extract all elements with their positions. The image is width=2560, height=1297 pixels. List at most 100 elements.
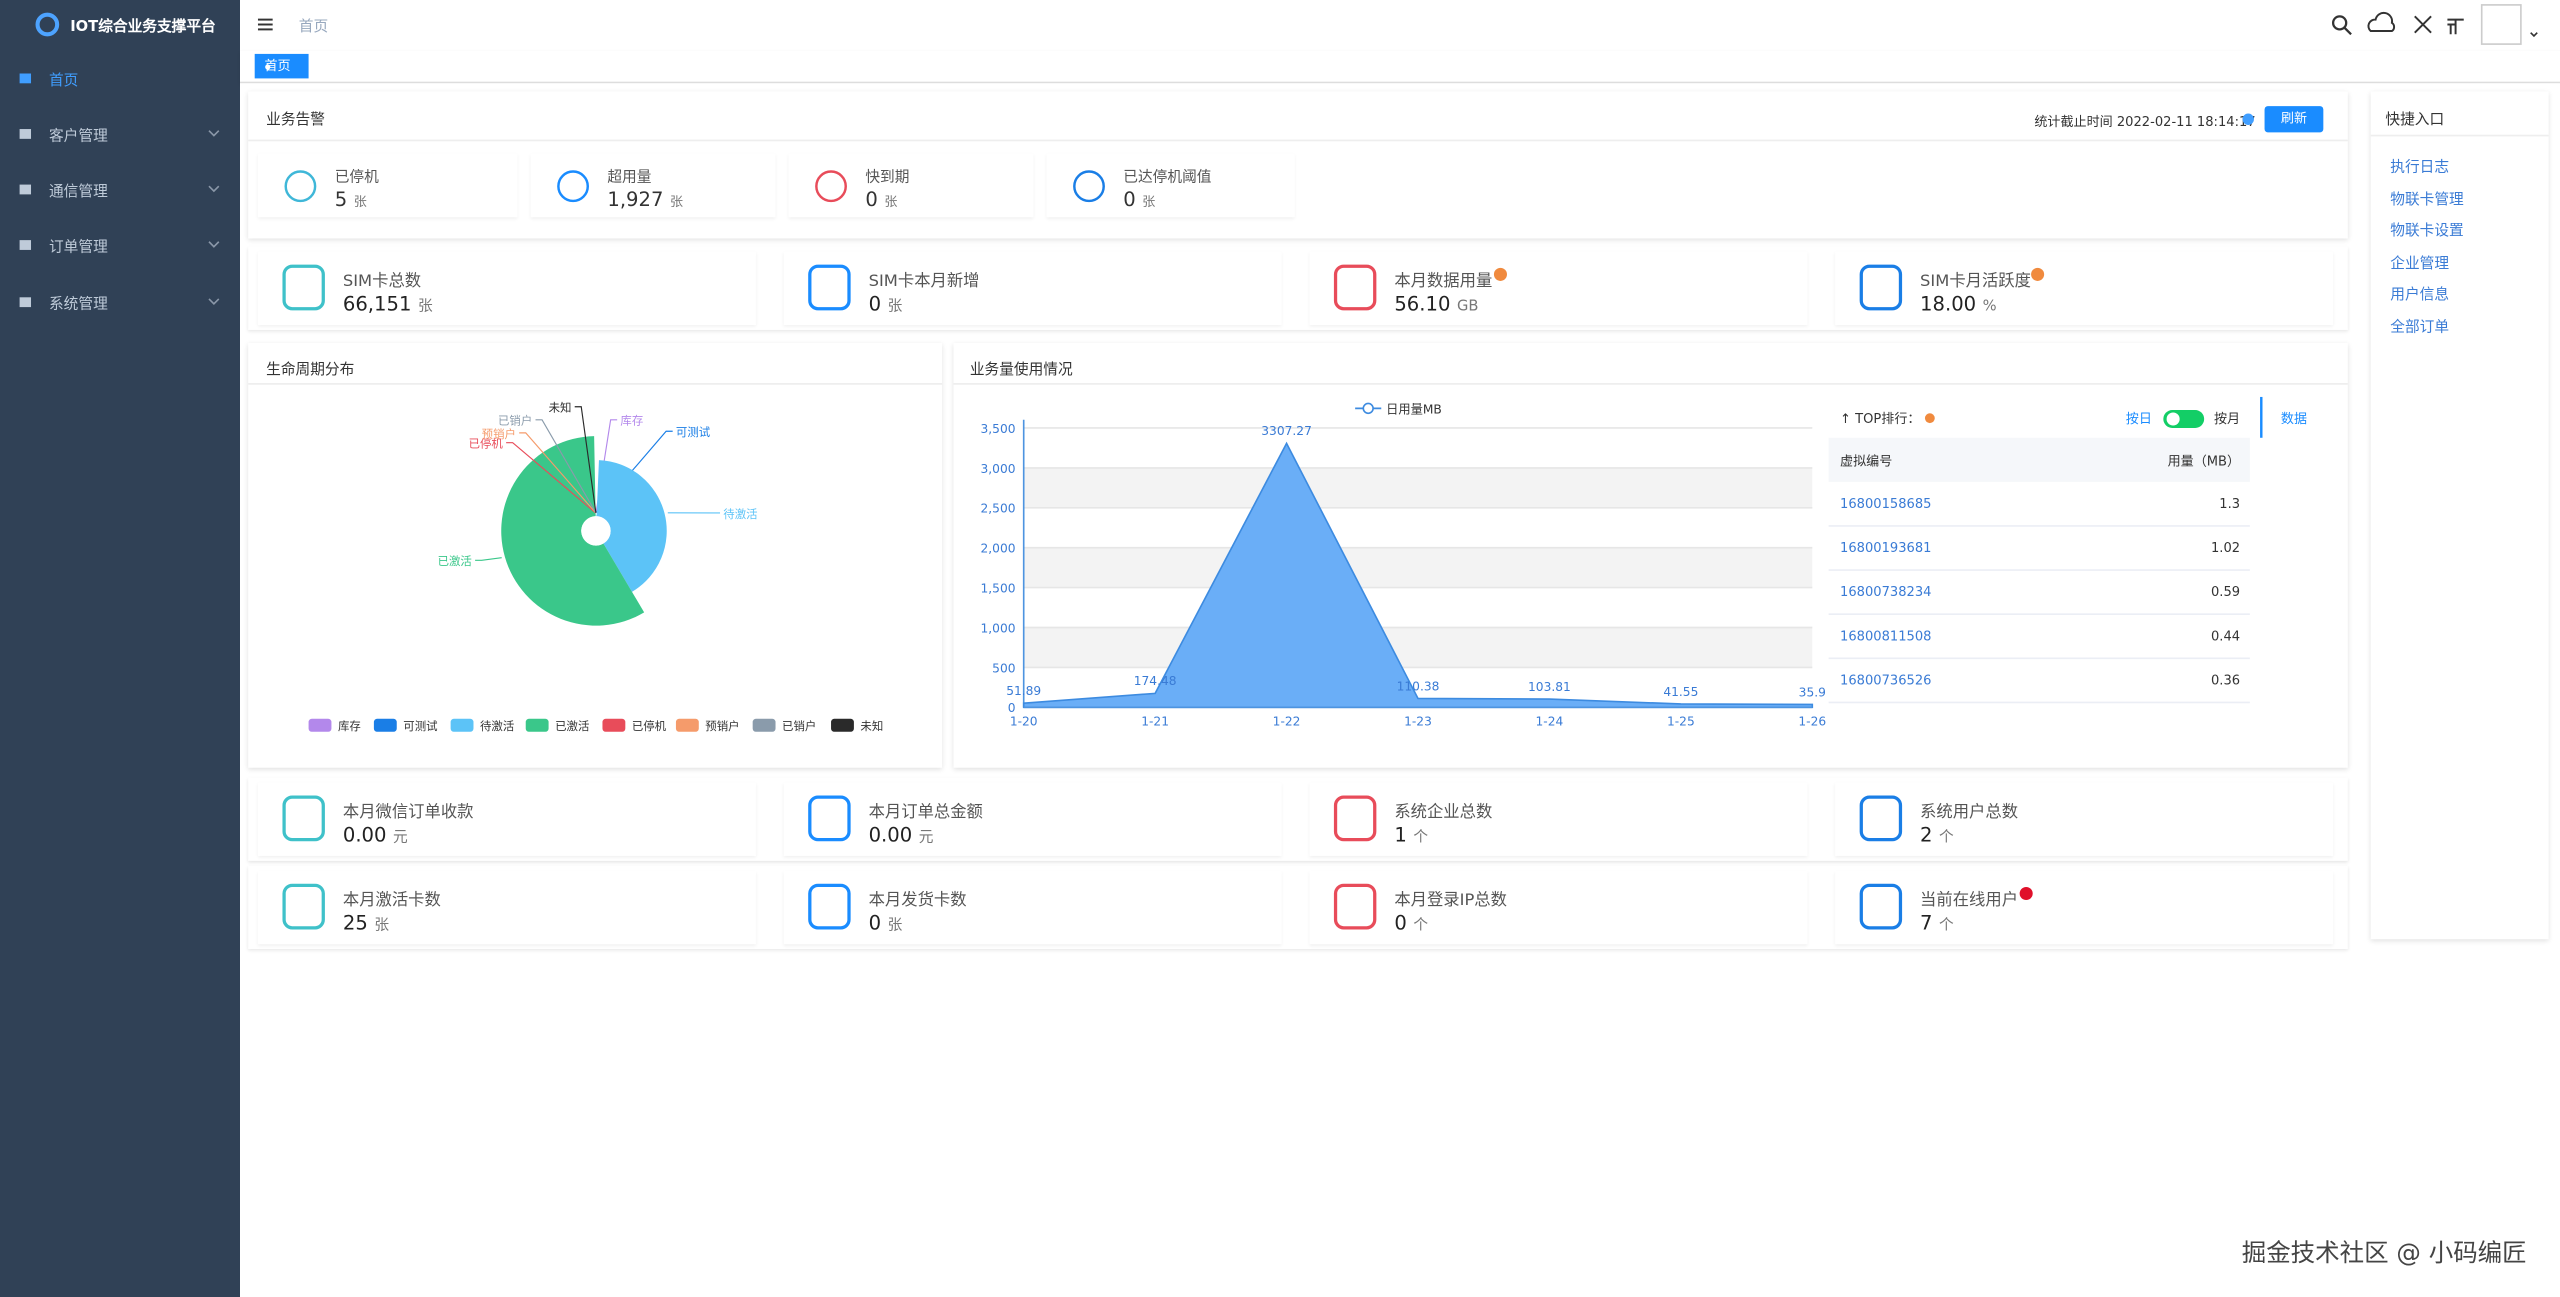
stat-number: 66,151	[342, 292, 412, 316]
alerts-title: 业务告警	[266, 112, 325, 130]
y-tick-label: 3,000	[981, 462, 1016, 476]
stat-value: 0.00 元	[869, 823, 934, 846]
quick-link[interactable]: 执行日志	[2390, 160, 2450, 177]
legend-label: 已激活	[555, 719, 589, 733]
stat-unit: 元	[393, 829, 408, 847]
row-id[interactable]: 16800158685	[1840, 496, 1932, 512]
menu-chevron	[208, 185, 220, 193]
stat-unit: 个	[1939, 829, 1954, 847]
menu-item[interactable]: 客户管理	[48, 129, 108, 146]
tags-bar	[240, 50, 2560, 84]
legend-label: 已销户	[782, 719, 816, 733]
search-icon[interactable]	[2331, 15, 2348, 31]
usage-title: 业务量使用情况	[969, 362, 1073, 379]
toggle-month[interactable]: 按月	[2213, 411, 2241, 427]
row-usage: 0.59	[2210, 584, 2241, 600]
y-tick-label: 2,000	[981, 542, 1016, 556]
alert-unit: 张	[353, 194, 367, 210]
avatar[interactable]	[2480, 4, 2522, 45]
quick-link[interactable]: 企业管理	[2390, 256, 2450, 273]
stat-number: 0	[868, 911, 882, 935]
tag[interactable]: 首页	[254, 53, 309, 79]
legend-label: 可测试	[403, 719, 438, 733]
legend-swatch	[752, 718, 776, 732]
pie-leader	[535, 419, 597, 513]
row-usage: 1.3	[2219, 496, 2241, 512]
stat-card	[783, 870, 1282, 945]
menu-item[interactable]: 通信管理	[48, 184, 108, 201]
quick-link[interactable]: 全部订单	[2390, 320, 2450, 337]
row-usage: 1.02	[2210, 540, 2241, 556]
legend-swatch	[675, 718, 699, 732]
alert-label: 已停机	[334, 169, 379, 187]
stat-unit: %	[1982, 298, 1997, 316]
stat-unit: 个	[1939, 918, 1954, 935]
alert-icon	[284, 170, 317, 203]
toggle-knob	[2166, 412, 2180, 426]
data-tab[interactable]: 数据	[2280, 411, 2308, 427]
y-tick-label: 1,000	[981, 621, 1016, 635]
stat-label: SIM卡本月新增	[868, 272, 980, 291]
stat-icon	[808, 795, 851, 842]
x-tick-label: 1-26	[1798, 714, 1826, 728]
font-size-icon[interactable]	[2447, 18, 2464, 35]
toggle-day[interactable]: 按日	[2125, 411, 2152, 427]
stat-icon	[1333, 264, 1377, 311]
stat-value: 18.00%	[1920, 292, 1997, 315]
stat-card	[257, 782, 756, 856]
legend-swatch	[373, 718, 397, 732]
quick-link[interactable]: 用户信息	[2390, 288, 2450, 305]
stat-label: 当前在线用户	[1920, 891, 2019, 910]
menu-chevron	[208, 130, 220, 137]
row-id[interactable]: 16800736526	[1840, 673, 1932, 688]
quick-link[interactable]: 物联卡管理	[2390, 192, 2464, 209]
stat-number: 18.00	[1920, 292, 1977, 316]
fullscreen-icon[interactable]	[2414, 15, 2432, 34]
grid-band	[1023, 467, 1813, 508]
stat-card	[1309, 251, 1808, 326]
stat-label: 本月登录IP总数	[1394, 891, 1507, 910]
stat-icon	[1333, 795, 1377, 842]
alert-unit: 张	[884, 194, 898, 210]
stat-value: 66,151 张	[343, 292, 433, 315]
stat-number: 1	[1394, 823, 1407, 847]
menu-item[interactable]: 首页	[48, 73, 79, 90]
legend-label: 日用量MB	[1386, 402, 1442, 416]
menu-item[interactable]: 系统管理	[48, 297, 108, 314]
stat-label: 系统用户总数	[1920, 803, 2019, 822]
quick-link[interactable]: 物联卡设置	[2390, 224, 2464, 241]
menu-icon	[19, 297, 32, 308]
alert-label: 快到期	[865, 169, 910, 187]
row-id[interactable]: 16800738234	[1840, 584, 1932, 600]
table-header	[1828, 437, 2250, 482]
alert-number: 5	[334, 187, 348, 211]
stat-card	[783, 782, 1282, 856]
stat-card	[1309, 870, 1808, 945]
pie-label: 可测试	[676, 425, 711, 439]
pie-label: 未知	[549, 401, 572, 415]
refresh-button[interactable]: 刷新	[2264, 106, 2324, 133]
legend-swatch	[602, 718, 626, 732]
pie-label: 已停机	[469, 437, 504, 451]
legend-marker	[1362, 402, 1374, 415]
legend-swatch	[525, 718, 549, 732]
cloud-icon[interactable]	[2367, 11, 2396, 33]
row-id[interactable]: 16800811508	[1840, 628, 1932, 644]
legend-swatch	[831, 718, 854, 732]
alerts-time: 统计截止时间 2022-02-11 18:14:17	[2034, 114, 2256, 130]
row-id[interactable]: 16800193681	[1840, 540, 1932, 556]
stat-label: SIM卡总数	[342, 272, 422, 291]
alert-icon	[815, 170, 847, 203]
pie-label: 已销户	[498, 414, 532, 428]
pie-leader	[506, 442, 596, 514]
legend-label: 待激活	[480, 719, 514, 733]
menu-item[interactable]: 订单管理	[48, 240, 108, 257]
stat-label: 本月数据用量	[1394, 272, 1493, 291]
